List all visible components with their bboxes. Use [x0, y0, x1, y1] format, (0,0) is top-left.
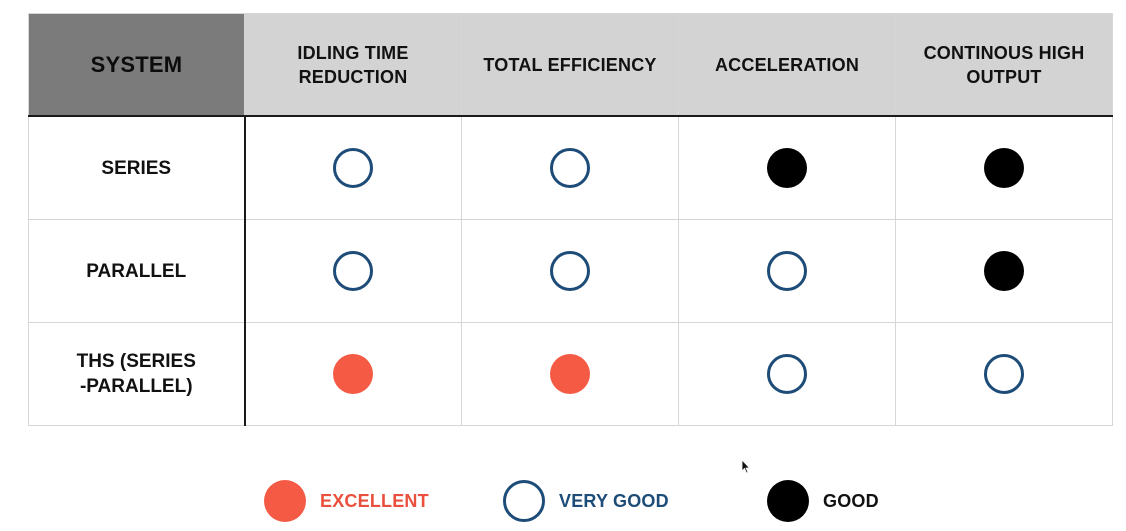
rating-cell — [244, 322, 462, 426]
legend-item-very-good: VERY GOOD — [503, 479, 669, 523]
excellent-circle-icon — [333, 354, 374, 394]
legend-item-excellent: EXCELLENT — [264, 479, 429, 523]
header-acceleration: ACCELERATION — [678, 13, 896, 117]
table-row: PARALLEL — [28, 219, 1113, 323]
legend-label-very-good: VERY GOOD — [559, 490, 669, 511]
header-row: SYSTEM IDLING TIME REDUCTION TOTAL EFFICI… — [28, 13, 1113, 117]
very-good-circle-icon — [767, 354, 807, 394]
row-label-ths-series-parallel: THS (SERIES -PARALLEL) — [28, 322, 246, 426]
very-good-circle-icon — [333, 148, 374, 188]
rating-cell — [678, 115, 896, 220]
header-idling-time-reduction: IDLING TIME REDUCTION — [244, 13, 462, 117]
good-circle-icon — [767, 480, 809, 522]
rating-cell — [895, 115, 1113, 220]
rating-cell — [461, 322, 679, 426]
good-circle-icon — [984, 251, 1024, 291]
excellent-circle-icon — [550, 354, 590, 394]
header-total-efficiency: TOTAL EFFICIENCY — [461, 13, 679, 117]
rating-cell — [678, 322, 896, 426]
header-continous-high-output: CONTINOUS HIGH OUTPUT — [895, 13, 1113, 117]
hybrid-system-comparison-table: SYSTEM IDLING TIME REDUCTION TOTAL EFFICI… — [28, 13, 1113, 426]
rating-cell — [461, 115, 679, 220]
table-row: SERIES — [28, 115, 1113, 220]
rating-cell — [244, 115, 462, 220]
rating-cell — [461, 219, 679, 323]
mouse-pointer-icon — [741, 460, 751, 474]
very-good-circle-icon — [767, 251, 807, 291]
table-row: THS (SERIES -PARALLEL) — [28, 322, 1113, 426]
very-good-circle-icon — [550, 148, 590, 188]
row-label-series: SERIES — [28, 115, 246, 220]
good-circle-icon — [767, 148, 807, 188]
very-good-circle-icon — [333, 251, 374, 291]
row-label-parallel: PARALLEL — [28, 219, 246, 323]
rating-legend: EXCELLENT VERY GOOD GOOD — [0, 479, 1126, 523]
legend-label-good: GOOD — [823, 490, 879, 511]
legend-label-excellent: EXCELLENT — [320, 490, 429, 511]
rating-cell — [678, 219, 896, 323]
very-good-circle-icon — [550, 251, 590, 291]
rating-cell — [895, 322, 1113, 426]
very-good-circle-icon — [984, 354, 1024, 394]
rating-cell — [895, 219, 1113, 323]
good-circle-icon — [984, 148, 1024, 188]
comparison-table-container: SYSTEM IDLING TIME REDUCTION TOTAL EFFICI… — [28, 13, 1113, 426]
legend-item-good: GOOD — [767, 479, 879, 523]
very-good-circle-icon — [503, 480, 545, 522]
rating-cell — [244, 219, 462, 323]
excellent-circle-icon — [264, 480, 306, 522]
system-header: SYSTEM — [28, 13, 245, 117]
